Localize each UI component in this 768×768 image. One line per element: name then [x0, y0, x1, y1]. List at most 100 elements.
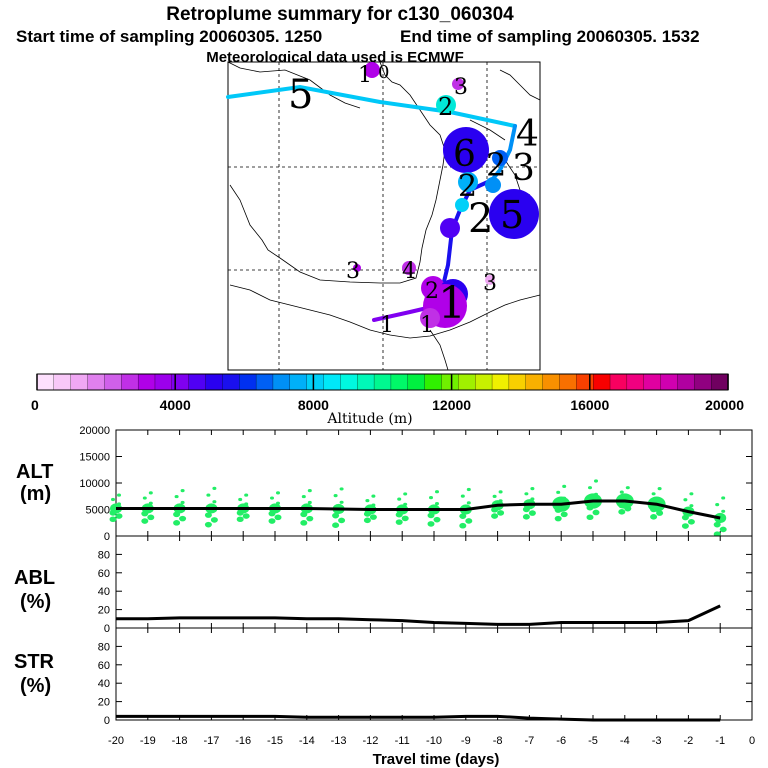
alt-ensemble-dot [173, 520, 181, 526]
map-label: 1 [380, 313, 394, 338]
alt-ensemble-dot [618, 509, 626, 515]
alt-ensemble-dot [562, 484, 567, 488]
x-tick-label: -17 [203, 735, 219, 747]
colorbar-tick-label: 20000 [705, 397, 744, 413]
map-label: 3 [454, 75, 468, 100]
alt-ensemble-dot [117, 493, 121, 497]
alt-ensemble-dot [142, 496, 147, 500]
colorbar-tick-label: 12000 [432, 397, 471, 413]
alt-ensemble-dot [332, 512, 340, 519]
colorbar-swatch [508, 373, 527, 391]
colorbar-swatch [357, 373, 375, 391]
alt-ensemble-dot [556, 490, 561, 494]
colorbar-swatch [593, 373, 611, 391]
alt-ensemble-dot [274, 514, 282, 521]
alt-ensemble-dot [238, 497, 243, 502]
map-gridlines [228, 62, 540, 370]
map-label: 5 [500, 193, 524, 237]
colorbar-swatch [154, 373, 173, 391]
marker [485, 177, 501, 193]
x-tick-label: 0 [749, 735, 755, 747]
alt-ensemble-dot [465, 518, 473, 524]
alt-ensemble-dot [180, 489, 185, 493]
alt-ensemble-dot [491, 513, 499, 519]
x-tick-label: -9 [461, 735, 471, 747]
alt-ensemble-dot [522, 514, 530, 520]
abl-frame [115, 535, 753, 629]
marker [489, 189, 539, 239]
colorbar-tick-label: 4000 [160, 397, 191, 413]
alt-ensemble-dot [435, 490, 439, 494]
colorbar-swatch [643, 373, 662, 391]
colorbar-swatch [104, 373, 122, 391]
x-tick-label: -1 [715, 735, 725, 747]
alt-mean-line [116, 499, 721, 520]
alt-ensemble-dot [301, 494, 306, 499]
alt-ensemble-dot [586, 514, 594, 521]
marker [452, 78, 464, 90]
x-tick-label: -11 [395, 735, 410, 747]
map-label: 1 [420, 313, 434, 338]
alt-ensemble-dot [524, 492, 529, 496]
alt-ensemble-dot [466, 487, 471, 492]
y-tick-label: 0 [104, 715, 110, 727]
alt-panel: ALT (m) 20000 15000 10000 5000 0 [16, 425, 753, 543]
alt-ensemble-dot [300, 520, 308, 526]
alt-ensemble-dot [689, 504, 694, 508]
alt-ensemble-dot [530, 487, 535, 491]
x-tick-label: -10 [426, 735, 442, 747]
colorbar-swatch [239, 373, 257, 391]
x-tick-label: -12 [362, 735, 378, 747]
marker [455, 198, 469, 212]
alt-ensemble-dot [141, 518, 149, 524]
map-label: 0 [378, 62, 389, 83]
alt-ensemble-dot [721, 496, 726, 500]
colorbar-swatch [407, 373, 426, 391]
alt-ensemble-dot [429, 496, 433, 500]
colorbar-swatch [609, 373, 628, 391]
y-tick-label: 20000 [79, 425, 110, 437]
alt-ensemble-dot [466, 501, 471, 505]
map-label: 3 [512, 148, 535, 189]
alt-ensemble-dot [657, 487, 662, 491]
map-label: 4 [402, 259, 416, 284]
colorbar-swatch [373, 373, 392, 391]
alt-ensemble-dot [497, 510, 505, 516]
map-label: 2 [438, 93, 453, 121]
y-tick-label: 5000 [86, 505, 110, 517]
alt-ensemble-dot [427, 521, 435, 527]
alt-ensemble-dot [433, 516, 441, 523]
colorbar-label: Altitude (m) [326, 411, 412, 427]
x-tick-label: -20 [108, 735, 124, 747]
alt-ensemble-dot [212, 500, 217, 504]
alt-ensemble-dot [397, 497, 402, 501]
str-unit: (%) [20, 675, 51, 697]
colorbar-swatch [188, 373, 207, 391]
y-tick-label: 60 [98, 660, 110, 672]
alt-ensemble-dot [210, 517, 218, 523]
marker [436, 95, 456, 115]
str-line [116, 714, 721, 722]
alt-ensemble-dot [651, 492, 656, 496]
y-tick-label: 15000 [79, 452, 110, 464]
colorbar-swatch [694, 373, 712, 391]
alt-ensemble-dot [242, 513, 250, 519]
alt-ensemble-dot [174, 494, 179, 499]
alt-ensemble-dot [460, 494, 465, 498]
x-axis-ticks: -20 -19 -18 -17 -16 -15 -14 -13 -12 -11 -10 -9 -8 -7-… [108, 735, 755, 747]
colorbar-swatch [576, 373, 594, 391]
colorbar-swatch [70, 373, 89, 391]
str-frame [115, 627, 753, 721]
map-label: 2 [458, 169, 477, 204]
colorbar-tick-label: 0 [31, 397, 39, 413]
colorbar-swatch [491, 373, 510, 391]
alt-ensemble-dot [713, 521, 721, 528]
map-label: 4 [516, 114, 539, 155]
x-tick-label: -18 [172, 735, 188, 747]
colorbar-ticks: 0 4000 8000 12000 16000 20000 [31, 374, 744, 413]
x-tick-label: -3 [652, 735, 662, 747]
colorbar-swatch [87, 373, 106, 391]
colorbar-swatch [36, 373, 55, 391]
colorbar-swatch [424, 373, 443, 391]
